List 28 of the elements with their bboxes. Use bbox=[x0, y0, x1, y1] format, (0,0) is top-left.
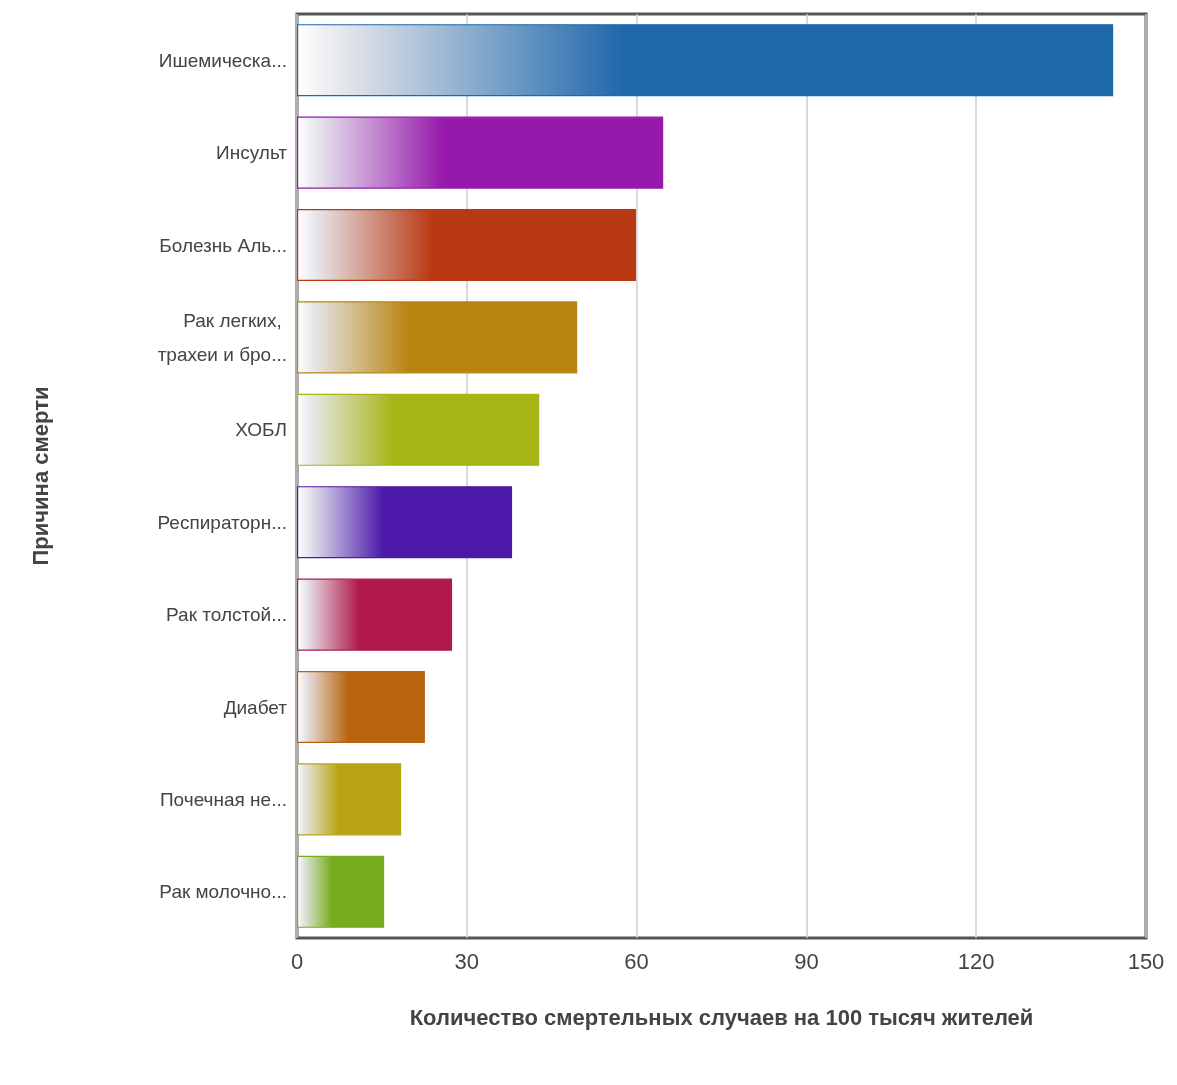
bar bbox=[297, 116, 664, 189]
y-tick-label: Инсульт bbox=[216, 142, 288, 164]
bar bbox=[297, 578, 453, 651]
y-tick-label: Рак легких, трахеи и бро... bbox=[157, 309, 287, 365]
y-tick-label: Рак толстой... bbox=[166, 604, 287, 626]
y-tick-label: Ишемическа... bbox=[158, 49, 287, 71]
y-axis-title: Причина смерти bbox=[27, 386, 53, 566]
y-tick-label: ХОБЛ bbox=[235, 419, 287, 441]
bar bbox=[297, 486, 513, 559]
bar bbox=[297, 301, 578, 374]
y-tick-label: Диабет bbox=[223, 696, 288, 718]
bar bbox=[297, 24, 1114, 97]
bar bbox=[297, 208, 637, 282]
x-axis-title: Количество смертельных случаев на 100 тысяч жителей bbox=[409, 1004, 1034, 1030]
x-tick-label: 30 bbox=[454, 948, 480, 974]
y-tick-label: Рак молочно... bbox=[159, 881, 287, 903]
x-tick-label: 150 bbox=[1127, 948, 1165, 974]
y-tick-label: Болезнь Аль... bbox=[159, 234, 287, 256]
bar bbox=[297, 855, 385, 928]
x-tick-label: 60 bbox=[624, 948, 649, 974]
x-tick-label: 0 bbox=[290, 948, 304, 974]
x-tick-label: 120 bbox=[957, 948, 995, 974]
bar bbox=[297, 670, 425, 744]
bar bbox=[297, 763, 402, 836]
y-tick-label: Почечная не... bbox=[159, 788, 287, 810]
x-tick-label: 90 bbox=[794, 948, 819, 974]
bar bbox=[297, 393, 540, 466]
y-tick-label: Респираторн... bbox=[157, 511, 287, 533]
